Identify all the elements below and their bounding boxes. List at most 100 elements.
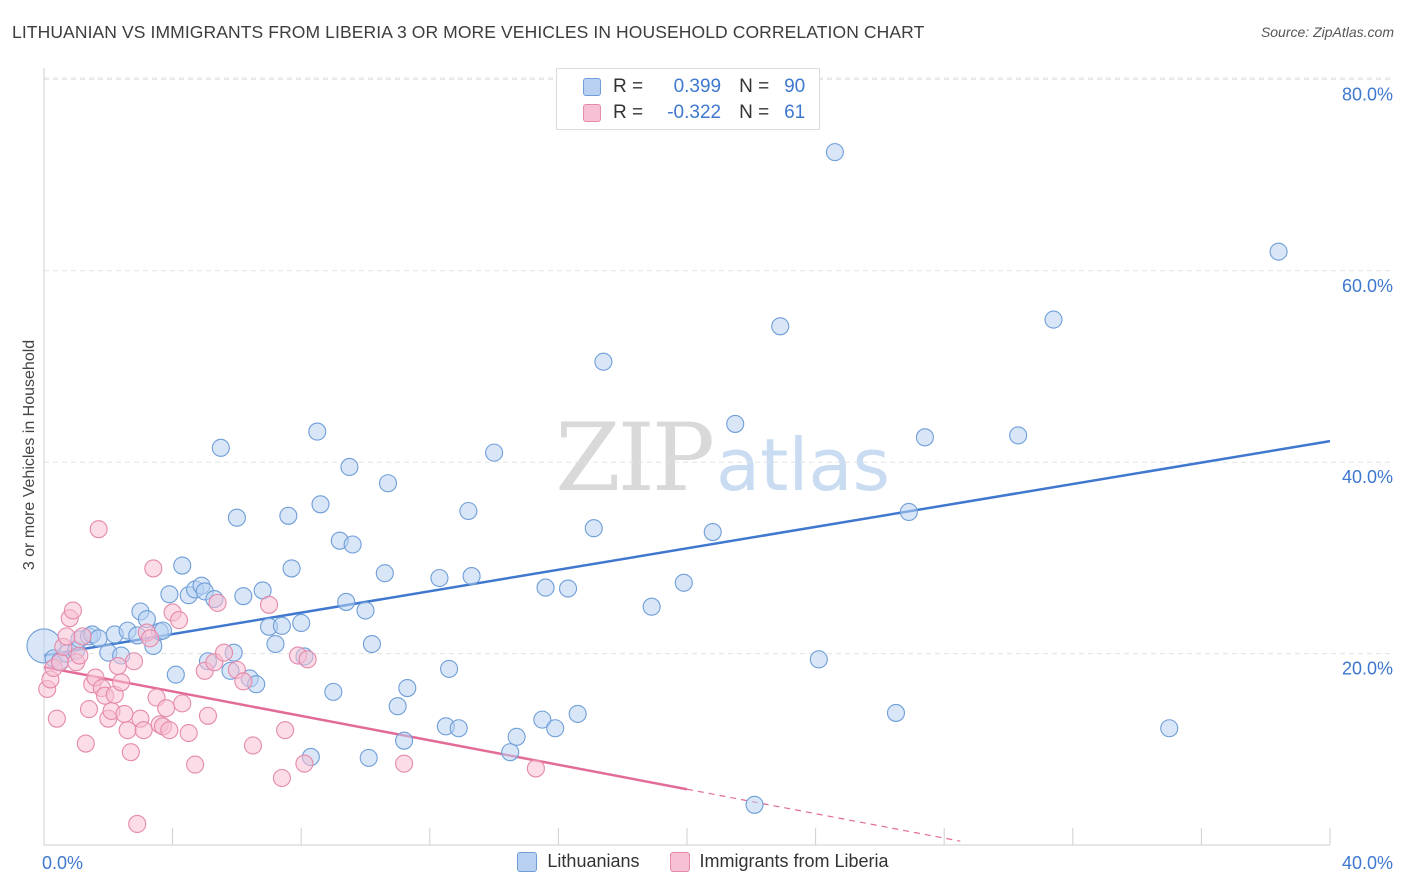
point-lithuanians (234, 587, 253, 606)
point-liberia (63, 601, 82, 620)
point-lithuanians (485, 443, 504, 462)
legend-swatch-pink (583, 104, 601, 122)
y-tick-label: 20.0% (1342, 659, 1393, 679)
point-lithuanians (311, 495, 330, 514)
point-lithuanians (272, 616, 291, 635)
legend-row-liberia: R = -0.322 N = 61 (583, 101, 805, 125)
trend-line-liberia-extension (686, 788, 961, 842)
point-lithuanians (507, 727, 526, 746)
point-liberia (76, 734, 95, 753)
point-lithuanians (282, 559, 301, 578)
point-lithuanians (584, 519, 603, 538)
legend-stats: R = 0.399 N = 90 R = -0.322 N = 61 (556, 68, 820, 130)
legend-item-lithuanians[interactable]: Lithuanians (517, 851, 640, 872)
n-label: N = (739, 76, 770, 97)
r-value: 0.399 (673, 76, 722, 97)
point-lithuanians (533, 710, 552, 729)
point-liberia (526, 759, 545, 778)
point-liberia (234, 672, 253, 691)
point-lithuanians (886, 703, 906, 722)
r-label: R = (613, 76, 644, 97)
legend-swatch-blue (517, 851, 538, 872)
point-liberia (186, 755, 205, 774)
point-liberia (144, 559, 163, 578)
legend-swatch-pink (669, 851, 690, 872)
point-liberia (298, 650, 317, 669)
r-value: -0.322 (667, 102, 722, 123)
point-lithuanians (292, 613, 311, 633)
x-tick-label: 0.0% (42, 853, 83, 873)
n-value: 61 (784, 102, 806, 123)
point-liberia (141, 629, 160, 648)
legend-label: Lithuanians (547, 851, 640, 871)
point-liberia (208, 593, 227, 612)
point-liberia (121, 743, 140, 762)
point-liberia (169, 611, 189, 630)
point-liberia (157, 699, 176, 718)
y-tick-label: 40.0% (1342, 467, 1393, 487)
point-liberia (243, 736, 263, 755)
point-liberia (214, 643, 234, 662)
point-lithuanians (771, 317, 790, 336)
point-lithuanians (211, 438, 230, 457)
y-tick-label: 60.0% (1342, 276, 1393, 296)
point-lithuanians (359, 748, 378, 767)
point-lithuanians (89, 629, 108, 648)
point-lithuanians (398, 679, 417, 698)
point-liberia (160, 721, 179, 740)
point-lithuanians (375, 564, 394, 583)
point-lithuanians (462, 567, 481, 586)
point-liberia (198, 706, 218, 725)
point-liberia (57, 627, 76, 646)
point-lithuanians (594, 352, 613, 371)
legend-row-lithuanians: R = 0.399 N = 90 (583, 75, 805, 99)
point-lithuanians (378, 474, 398, 493)
point-lithuanians (558, 579, 578, 598)
x-tick-label: 40.0% (1342, 853, 1393, 873)
point-lithuanians (395, 731, 414, 750)
point-lithuanians (340, 457, 359, 477)
point-liberia (70, 646, 89, 665)
watermark-zip: ZIP (555, 404, 712, 513)
chart-title: LITHUANIAN VS IMMIGRANTS FROM LIBERIA 3 … (12, 22, 925, 42)
point-lithuanians (726, 414, 745, 433)
point-lithuanians (674, 573, 693, 592)
point-liberia (115, 704, 134, 723)
point-liberia (124, 652, 144, 671)
point-lithuanians (568, 704, 587, 723)
source-label: Source: ZipAtlas.com (1260, 24, 1394, 40)
point-liberia (276, 721, 295, 740)
point-lithuanians (825, 143, 844, 162)
point-lithuanians (546, 719, 565, 738)
point-liberia (395, 754, 414, 773)
legend-item-liberia[interactable]: Immigrants from Liberia (669, 851, 889, 872)
point-lithuanians (1269, 242, 1288, 261)
point-liberia (79, 700, 99, 719)
point-liberia (179, 723, 198, 743)
point-lithuanians (1160, 719, 1179, 738)
point-lithuanians (430, 568, 449, 588)
point-lithuanians (459, 501, 478, 521)
point-lithuanians (449, 719, 468, 738)
point-liberia (173, 694, 192, 713)
point-liberia (51, 653, 70, 672)
point-lithuanians (642, 597, 661, 616)
point-liberia (128, 814, 147, 833)
legend-series: Lithuanians Immigrants from Liberia (0, 851, 1406, 872)
point-liberia (108, 656, 127, 676)
trend-line-lithuanians (43, 439, 1331, 657)
watermark: ZIP atlas (555, 404, 890, 513)
point-lithuanians (362, 634, 381, 654)
point-liberia (89, 520, 108, 539)
point-lithuanians (279, 506, 298, 525)
watermark-atlas: atlas (716, 423, 890, 507)
point-liberia (259, 595, 279, 614)
point-liberia (134, 721, 153, 740)
point-lithuanians (324, 682, 343, 701)
point-liberia (295, 754, 314, 773)
point-lithuanians (343, 535, 362, 554)
trend-line-liberia (43, 665, 688, 791)
legend-label: Immigrants from Liberia (699, 851, 889, 871)
point-lithuanians (915, 428, 934, 447)
